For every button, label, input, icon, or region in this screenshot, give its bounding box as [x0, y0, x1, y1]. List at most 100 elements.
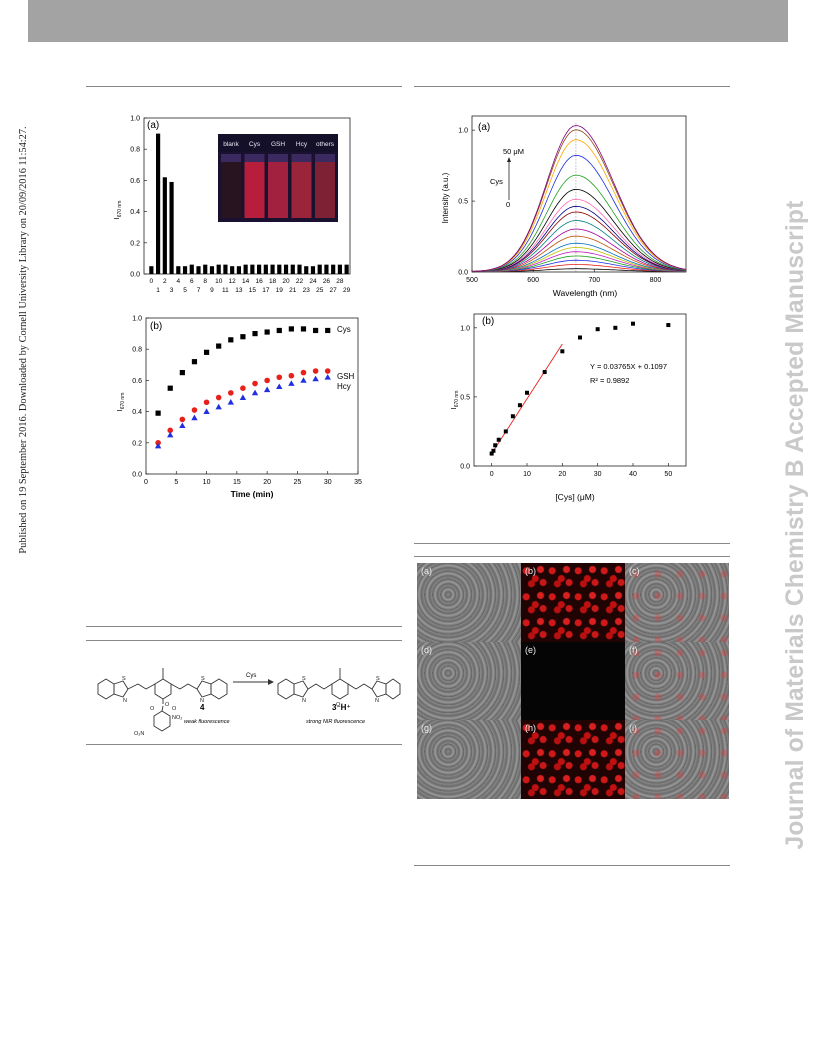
vial-label: blank: [223, 141, 239, 148]
compound-number-left: 4: [200, 703, 205, 712]
micrograph-label: (i): [629, 723, 637, 734]
atom-label: N: [302, 698, 306, 704]
bar: [324, 264, 329, 274]
point-gsh: [240, 385, 246, 391]
x-tick-label: 6: [190, 278, 194, 285]
x-tick-label: 22: [296, 278, 304, 285]
point-gsh: [191, 407, 198, 413]
benzothiazole-ring: [97, 678, 115, 700]
point: [496, 437, 501, 442]
x-tick-label: 700: [588, 277, 600, 284]
atom-label: O: [172, 706, 177, 712]
micrograph-label: (b): [525, 566, 536, 576]
bar: [189, 264, 194, 274]
spectrum-line: [472, 188, 687, 272]
point-cys: [228, 337, 234, 343]
bar: [216, 264, 221, 274]
point-hcy: [191, 414, 198, 421]
x-tick-label: 10: [215, 278, 223, 285]
y-tick-label: 0.5: [458, 199, 468, 206]
x-tick-label: 11: [222, 287, 229, 294]
point: [578, 335, 582, 340]
x-tick-label: 16: [255, 278, 263, 285]
atom-label: NO₂: [172, 715, 182, 721]
point-gsh: [215, 394, 222, 401]
x-tick-label: 5: [183, 287, 187, 294]
spectrum-line: [471, 205, 687, 272]
x-tick-label: 600: [527, 277, 539, 284]
y-tick-label: 0.2: [130, 240, 140, 247]
point: [560, 349, 565, 354]
vial-cap: [268, 154, 288, 162]
atom-label: S: [376, 676, 380, 682]
atom-label: O: [150, 706, 155, 712]
bar: [243, 264, 248, 274]
x-tick-label: 25: [294, 479, 302, 486]
plot-frame: [145, 317, 359, 475]
x-tick-label: 26: [323, 278, 331, 285]
vial: [268, 154, 288, 218]
y-axis-label: I670 nm: [449, 391, 460, 410]
atom-label: O: [165, 702, 170, 708]
x-tick-label: 20: [558, 471, 566, 478]
point: [517, 403, 522, 408]
point-hcy: [203, 408, 210, 414]
reaction-arrow-head: [268, 679, 274, 685]
x-tick-label: 14: [242, 278, 250, 285]
y-tick-label: 0.4: [130, 209, 140, 216]
x-tick-label: 8: [203, 278, 207, 285]
bar: [310, 266, 316, 274]
y-tick-label: 0.8: [132, 347, 142, 354]
bar: [203, 264, 208, 274]
point-cys: [155, 410, 161, 416]
reaction-scheme: Cys 4 3⁻H⁺ weak fluorescence strong NIR …: [97, 668, 401, 737]
publication-side-note: Published on 19 September 2016. Download…: [18, 126, 29, 554]
bar: [176, 266, 181, 274]
spectrum-line: [471, 174, 687, 272]
vial-label: others: [316, 141, 335, 148]
reagent-label: Cys: [246, 673, 256, 679]
micrograph-panel: (b): [521, 563, 625, 642]
concentration-bottom-annotation: 0: [506, 200, 510, 209]
x-tick-label: 5: [174, 479, 178, 486]
x-axis-label: Time (min): [231, 489, 274, 499]
point-hcy: [154, 442, 162, 449]
micrograph-panel: (d): [417, 641, 521, 721]
bar: [156, 133, 161, 274]
y-tick-label: 1.0: [130, 116, 140, 123]
point-hcy: [215, 403, 222, 410]
x-tick-label: 40: [629, 471, 637, 478]
x-tick-label: 17: [262, 287, 270, 294]
bar: [149, 266, 154, 274]
thiazole-ring: [113, 680, 129, 698]
y-tick-label: 1.0: [458, 128, 468, 135]
bar: [283, 264, 289, 274]
x-tick-label: 30: [594, 471, 602, 478]
bar: [223, 264, 228, 274]
point-hcy: [227, 399, 234, 405]
y-tick-label: 0.2: [132, 440, 142, 447]
bar: [230, 266, 235, 274]
compound-number-right: 3⁻H⁺: [332, 703, 351, 712]
micrograph-label: (c): [629, 566, 640, 576]
atom-label: N: [123, 698, 127, 704]
micrograph-label: (h): [525, 723, 536, 734]
point-gsh: [312, 368, 319, 374]
bar: [209, 266, 215, 274]
x-tick-label: 18: [269, 278, 277, 285]
linear-fit-line: [491, 343, 563, 454]
scheme-bottom-rule: [86, 744, 402, 745]
point: [595, 327, 600, 332]
x-tick-label: 35: [354, 479, 362, 486]
atom-label: O₂N: [134, 731, 144, 737]
vial-cap: [315, 154, 335, 162]
y-tick-label: 0.0: [460, 464, 470, 471]
caption-weak-fluorescence: weak fluorescence: [184, 719, 230, 725]
x-axis-label: [Cys] (μM): [555, 492, 595, 502]
x-tick-label: 50: [664, 471, 672, 478]
point: [542, 370, 547, 375]
x-tick-label: 0: [490, 471, 494, 478]
vial: [291, 154, 312, 218]
point-cys: [240, 334, 246, 340]
x-tick-label: 15: [249, 287, 257, 294]
